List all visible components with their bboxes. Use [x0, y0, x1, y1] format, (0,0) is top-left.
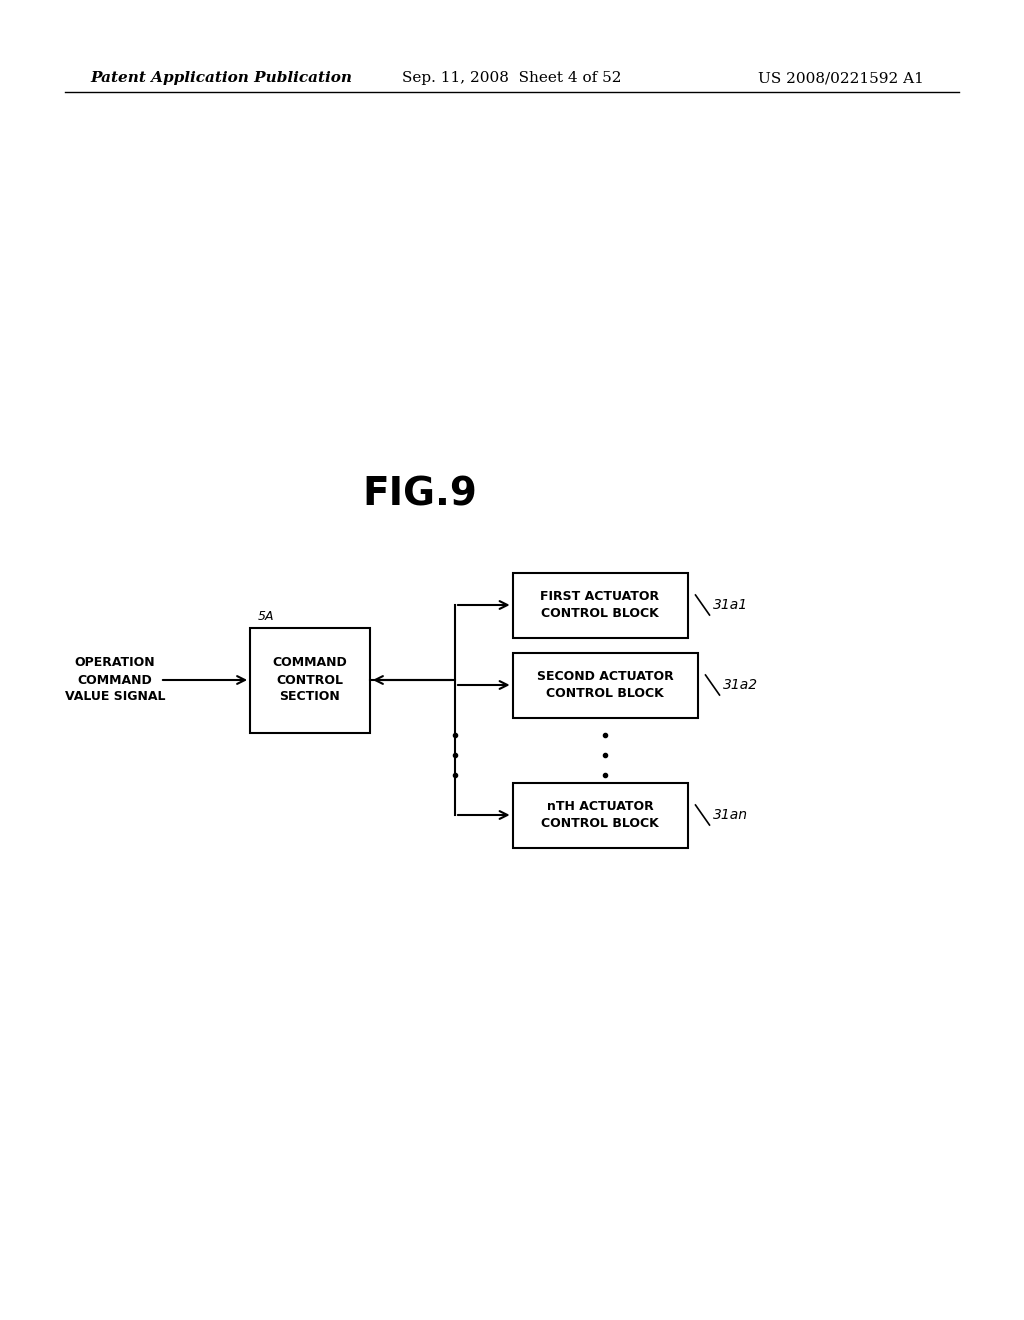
Bar	[250, 627, 370, 733]
Text: SECOND ACTUATOR
CONTROL BLOCK: SECOND ACTUATOR CONTROL BLOCK	[537, 671, 674, 700]
Text: FIG.9: FIG.9	[362, 477, 477, 513]
Bar	[512, 783, 687, 847]
Text: 31a2: 31a2	[723, 678, 758, 692]
Text: nTH ACTUATOR
CONTROL BLOCK: nTH ACTUATOR CONTROL BLOCK	[541, 800, 658, 830]
Text: 31an: 31an	[713, 808, 748, 822]
Bar	[512, 652, 697, 718]
Text: Sep. 11, 2008  Sheet 4 of 52: Sep. 11, 2008 Sheet 4 of 52	[402, 71, 622, 84]
Text: 31a1: 31a1	[713, 598, 748, 612]
Text: FIRST ACTUATOR
CONTROL BLOCK: FIRST ACTUATOR CONTROL BLOCK	[541, 590, 659, 620]
Text: OPERATION
COMMAND
VALUE SIGNAL: OPERATION COMMAND VALUE SIGNAL	[65, 656, 165, 704]
Text: 5A: 5A	[258, 610, 274, 623]
Text: COMMAND
CONTROL
SECTION: COMMAND CONTROL SECTION	[272, 656, 347, 704]
Text: US 2008/0221592 A1: US 2008/0221592 A1	[758, 71, 924, 84]
Bar	[512, 573, 687, 638]
Text: Patent Application Publication: Patent Application Publication	[90, 71, 352, 84]
